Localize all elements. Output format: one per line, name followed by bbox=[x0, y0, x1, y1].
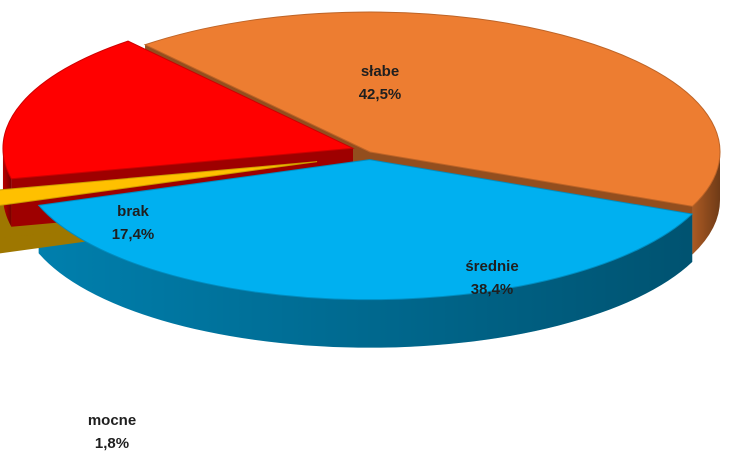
slice-value-3: 17,4% bbox=[112, 226, 155, 243]
slice-value-1: 38,4% bbox=[471, 281, 514, 298]
slice-0 bbox=[143, 11, 721, 207]
slice-side-shade-0-0 bbox=[692, 152, 720, 255]
slice-side-shade-3-0 bbox=[2, 148, 12, 227]
slice-1 bbox=[37, 159, 694, 301]
slice-label-1: średnie bbox=[465, 258, 518, 275]
slice-value-0: 42,5% bbox=[359, 86, 402, 103]
slice-label-3: brak bbox=[117, 203, 149, 220]
slice-label-0: słabe bbox=[361, 63, 399, 80]
slice-value-2: 1,8% bbox=[95, 435, 129, 452]
slice-side-shade-1-0 bbox=[38, 205, 693, 348]
slice-3 bbox=[2, 40, 355, 180]
slice-label-2: mocne bbox=[88, 412, 136, 429]
slice-labels: słabe 42,5% średnie 38,4% mocne 1,8% brak 17,4% bbox=[88, 63, 519, 452]
slice-tops bbox=[0, 11, 721, 301]
